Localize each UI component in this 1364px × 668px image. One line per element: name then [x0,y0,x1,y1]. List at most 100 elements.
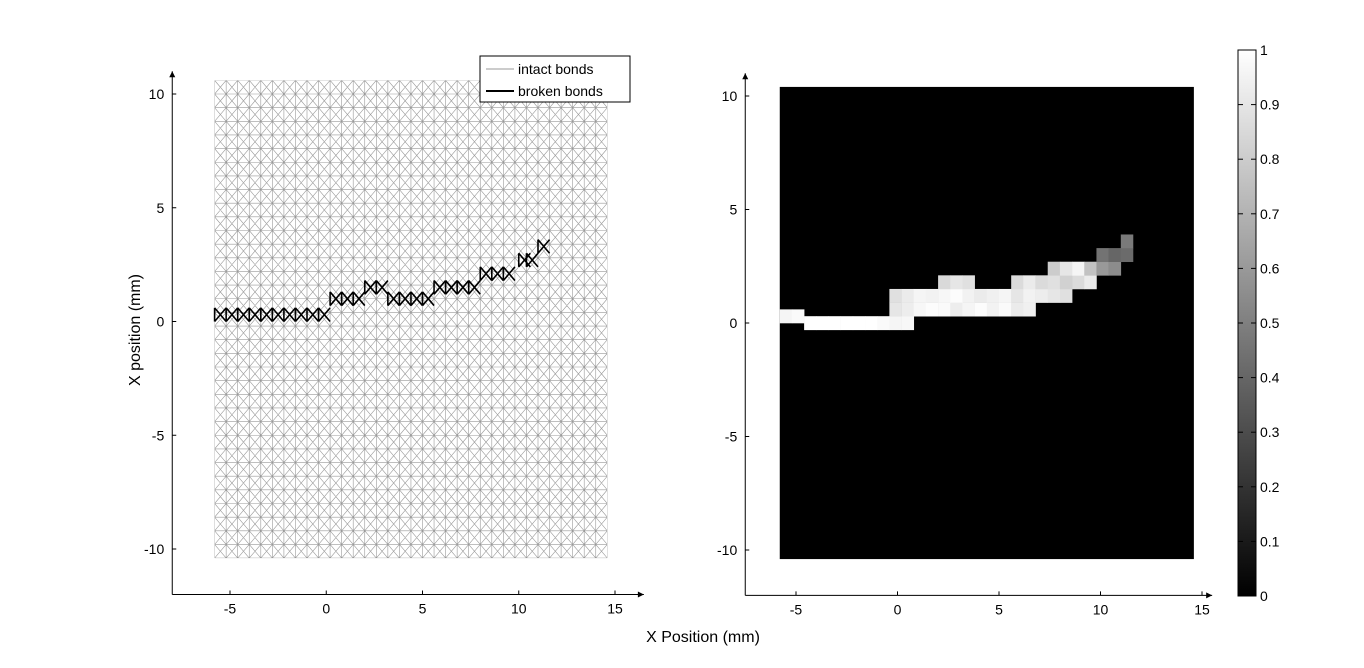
heatmap-cell [852,316,866,331]
heatmap-cell [1011,302,1024,317]
heatmap-cell [1096,261,1109,276]
heatmap-cell [962,288,975,303]
heatmap-cell [1059,288,1073,303]
left-y-tick-label: -5 [152,427,165,443]
heatmap-cell [889,316,902,331]
left-x-tick-label: -5 [224,601,237,617]
right-y-tick-label: -10 [717,542,737,558]
colorbar-tick-label: 0.2 [1260,479,1280,495]
broken-bond-cell [387,291,401,307]
legend-box [479,55,631,103]
heatmap-cell [791,309,805,324]
heatmap-cell [1084,261,1097,276]
heatmap-cell [950,288,963,303]
left-x-tick-label: 15 [607,601,623,617]
left-x-arrow-icon [637,591,644,598]
heatmap-cell [816,316,829,331]
heatmap-cell [877,316,890,331]
right-x-tick-label: 0 [894,601,902,617]
heatmap-cell [901,288,915,303]
left-x-tick-label: 0 [322,601,330,617]
broken-bond-cell [375,280,389,295]
heatmap-cell [1035,275,1049,290]
heatmap-cell [1108,248,1122,263]
heatmap-cell [1035,288,1049,303]
heatmap-cell [1072,275,1085,290]
left-y-tick-label: 10 [149,86,165,102]
broken-bond-cell [456,280,470,295]
broken-bond-cell [248,307,262,323]
broken-bond-cell [421,291,435,307]
broken-bonds-layer [213,239,551,323]
heatmap-cell [950,302,963,317]
right-axes: -5 0 5 10 15 -10 -5 0 5 10 [717,73,1213,617]
left-axes: -5 0 5 10 15 -10 -5 0 5 10 [144,71,644,617]
broken-bond-cell [352,291,366,307]
colorbar-tick-label: 1 [1260,42,1268,58]
left-y-tick-label: 0 [156,314,164,330]
heatmap-cell [901,316,915,331]
right-x-arrow-icon [1206,592,1213,599]
right-x-tick-label: 10 [1093,601,1109,617]
colorbar: 0 0.1 0.2 0.3 0.4 0.5 0.6 0.7 0.8 0.9 1 [1237,42,1280,604]
heatmap-cell [938,302,951,317]
broken-bond-cell [236,307,250,323]
right-y-tick-label: 0 [729,315,737,331]
broken-bond-cell [410,291,424,307]
broken-bond-cell [467,280,481,295]
heatmap-cell [1023,275,1036,290]
broken-bond-cell [283,307,297,323]
heatmap-cell [840,316,854,331]
heatmap-cell [913,302,927,317]
heatmap-cell [1108,261,1122,276]
heatmap-cell [889,288,902,303]
colorbar-tick-label: 0.7 [1260,206,1280,222]
heatmap-cell [925,288,939,303]
left-lattice-plot: -5 0 5 10 15 -10 -5 0 5 10 X position (mm) intact… [127,55,644,617]
heatmap-cell [889,302,902,317]
broken-bond-cell [502,266,516,282]
heatmap-cell [1096,248,1109,263]
heatmap-cell [804,316,817,331]
broken-bond-cell [225,307,239,323]
broken-bond-cell [433,280,447,295]
heatmap-cell [938,275,951,290]
legend-intact-label: intact bonds [518,61,594,77]
heatmap-cell [1047,261,1061,276]
heatmap-cell [986,288,1000,303]
colorbar-tick-label: 0.1 [1260,533,1280,549]
broken-bond-cell [294,307,308,323]
right-y-arrow-icon [742,73,749,80]
right-y-tick-label: -5 [725,429,738,445]
left-x-tick-label: 10 [511,601,527,617]
broken-bond-cell [329,291,343,307]
right-x-tick-label: -5 [790,601,803,617]
heatmap-cell [962,302,975,317]
broken-bond-cell [537,239,551,254]
heatmap-cell [913,288,927,303]
right-heatmap-plot: -5 0 5 10 15 -10 -5 0 5 10 [717,73,1213,617]
left-y-tick-label: -10 [144,541,164,557]
broken-bond-cell [317,307,331,323]
heatmap-cell [1047,275,1061,290]
broken-bond-cell [525,252,539,268]
broken-bond-cell [479,266,493,282]
broken-bond-cell [260,307,273,323]
shared-xlabel: X Position (mm) [646,629,760,646]
broken-bond-cell [491,266,504,282]
intact-bonds-lattice [214,80,608,559]
colorbar-tick-label: 0.5 [1260,315,1280,331]
colorbar-ticks: 0 0.1 0.2 0.3 0.4 0.5 0.6 0.7 0.8 0.9 1 [1238,42,1280,604]
heatmap-cell [938,288,951,303]
heatmap-cell [974,288,988,303]
heatmap-cell [1023,288,1036,303]
left-ylabel: X position (mm) [127,274,144,386]
legend: intact bonds broken bonds [479,55,631,103]
heatmap-cell [1084,275,1097,290]
heatmap-cell [865,316,878,331]
heatmap-cell [925,302,939,317]
heatmap-cell [1072,261,1085,276]
colorbar-tick-label: 0.8 [1260,151,1280,167]
right-y-tick-label: 10 [722,88,738,104]
